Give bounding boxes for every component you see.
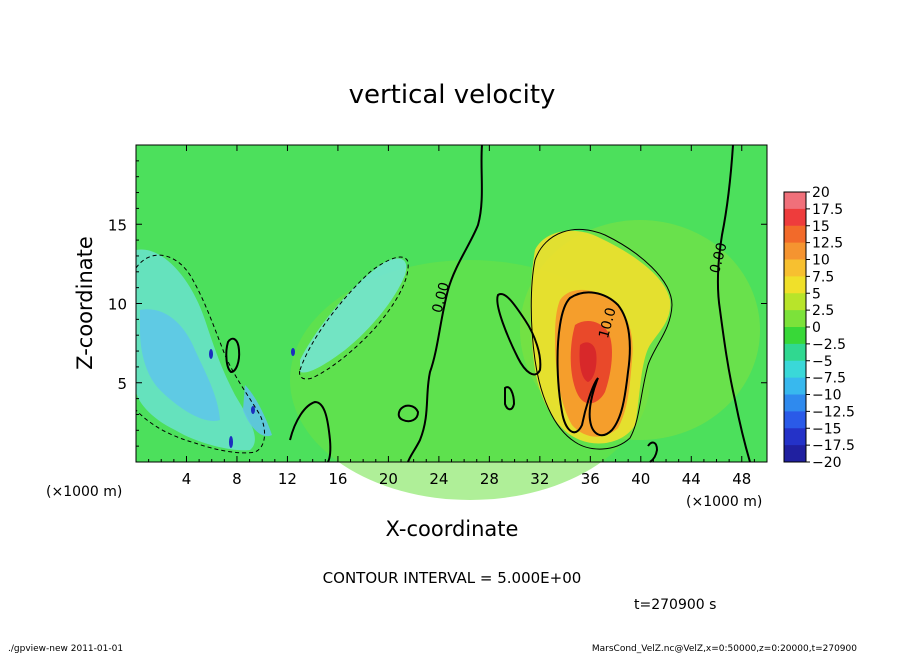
colorbar-band [784,360,806,379]
x-axis-unit: (×1000 m) [686,494,762,510]
x-tick-label: 8 [232,470,242,488]
contour-label: 0.00 [430,281,454,315]
x-tick-label: 16 [328,470,347,488]
colorbar-band [784,411,806,429]
contour-label: 10.0 [596,306,620,340]
x-tick-label: 4 [182,470,192,488]
contour-blob-1 [496,293,542,376]
colorbar-band [784,310,806,328]
x-tick-label: 28 [480,470,499,488]
colorbar-label: −15 [812,421,842,437]
colorbar-label: 17.5 [812,202,843,218]
colorbar-label: −2.5 [812,337,846,353]
contour-zero-right [716,144,751,463]
colorbar-band [784,259,806,277]
time-text: t=270900 s [634,597,716,613]
contour-blob-4 [647,441,659,463]
colorbar-band [784,394,806,412]
x-tick-label: 48 [732,470,751,488]
colorbar-label: −5 [812,354,833,370]
x-tick-label: 32 [530,470,549,488]
colorbar-label: 20 [812,185,830,201]
x-axis-label: X-coordinate [386,517,519,541]
footer-left: ./gpview-new 2011-01-01 [8,644,123,654]
x-tick-label: 20 [379,470,398,488]
chart-title: vertical velocity [349,80,556,110]
colorbar-band [784,208,806,227]
x-tick-label: 12 [278,470,297,488]
colorbar-label: −7.5 [812,371,846,387]
colorbar-label: −20 [812,455,842,471]
colorbar-band [784,293,806,311]
y-axis-ticks: 5 10 15 [108,160,767,447]
contour-small-updraft [225,337,241,374]
colorbar-label: 10 [812,253,830,269]
updraft-peak [579,342,597,382]
colorbar-band [784,192,806,210]
contour-small-hill [289,400,332,463]
downdraft-left [136,249,255,451]
contour-neg-five-left [135,254,266,454]
y-tick-label: 5 [117,375,127,393]
downdraft-left-core [140,309,220,421]
footer-right: MarsCond_VelZ.nc@VelZ,x=0:50000,z=0:2000… [592,644,857,654]
colorbar-band [784,225,806,244]
downdraft-spot [209,349,213,359]
downdraft-spot [251,406,255,414]
colorbar-label: −17.5 [812,438,855,454]
x-axis-ticks: 4 8 12 16 20 24 28 32 36 40 44 48 [148,145,755,488]
contour-zero-center [407,144,483,463]
contour-interval-text: CONTOUR INTERVAL = 5.000E+00 [323,569,582,587]
y-tick-label: 10 [108,296,127,314]
contour-labels: 0.00 10.0 0.00 [430,241,731,340]
colorbar-label: 12.5 [812,236,843,252]
colorbar-band [784,276,806,294]
y-axis-label: Z-coordinate [73,236,97,370]
colorbar-band [784,242,806,260]
colorbar-band [784,327,806,345]
y-tick-label: 15 [108,216,127,234]
contour-blob-3 [504,386,516,411]
colorbar-band [784,377,806,395]
downdraft-spot [229,436,233,448]
x-tick-label: 24 [429,470,448,488]
y-axis-unit: (×1000 m) [46,484,122,500]
downdraft-spot [291,348,295,356]
colorbar-label: 0 [812,320,821,336]
colorbar-band [784,343,806,362]
x-tick-label: 40 [631,470,650,488]
x-tick-label: 44 [682,470,701,488]
colorbar-label: 15 [812,219,830,235]
downdraft-center [300,258,407,373]
colorbar-label: 2.5 [812,303,834,319]
colorbar-band [784,445,806,463]
contour-five [530,228,673,450]
colorbar-label: 7.5 [812,269,834,285]
colorbar-label: −10 [812,388,842,404]
contour-ten [556,291,631,437]
contour-neg-five-center [299,256,409,380]
colorbar-band [784,428,806,446]
colorbar-label: 5 [812,286,821,302]
x-tick-label: 36 [581,470,600,488]
colorbar-label: −12.5 [812,404,855,420]
contour-label: 0.00 [707,241,731,275]
colorbar: 2017.51512.5107.552.50−2.5−5−7.5−10−12.5… [783,185,855,471]
contour-blob-2 [397,404,420,423]
velocity-field [135,144,767,500]
